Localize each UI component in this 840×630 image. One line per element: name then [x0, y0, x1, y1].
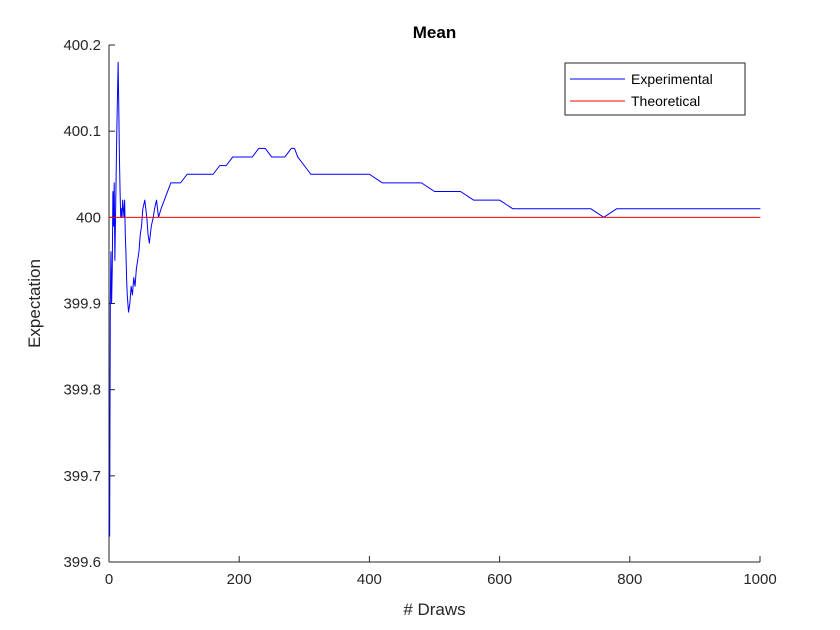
legend-box [564, 62, 746, 116]
x-tick-label-0: 0 [105, 571, 113, 588]
x-tick-label-3: 600 [487, 571, 512, 588]
x-tick-label-2: 400 [357, 571, 382, 588]
y-tick-label-1: 399.7 [63, 468, 101, 485]
chart-title: Mean [413, 23, 456, 42]
x-tick-label-5: 1000 [743, 571, 776, 588]
legend-label-experimental: Experimental [631, 71, 713, 87]
x-axis-label: # Draws [403, 600, 465, 619]
y-axis-label: Expectation [25, 259, 44, 348]
x-tick-label-4: 800 [617, 571, 642, 588]
y-tick-label-6: 400.2 [63, 37, 101, 54]
series-line-experimental [109, 61, 761, 537]
y-tick-label-0: 399.6 [63, 554, 101, 571]
plot-area: 0 200 400 600 800 1000 399.6 399.7 399.8 399.9 400… [63, 37, 776, 588]
y-tick-label-2: 399.8 [63, 382, 101, 399]
legend-label-theoretical: Theoretical [631, 93, 700, 109]
x-tick-label-1: 200 [227, 571, 252, 588]
y-tick-label-4: 400 [76, 209, 101, 226]
y-tick-label-5: 400.1 [63, 123, 101, 140]
y-tick-label-3: 399.9 [63, 296, 101, 313]
